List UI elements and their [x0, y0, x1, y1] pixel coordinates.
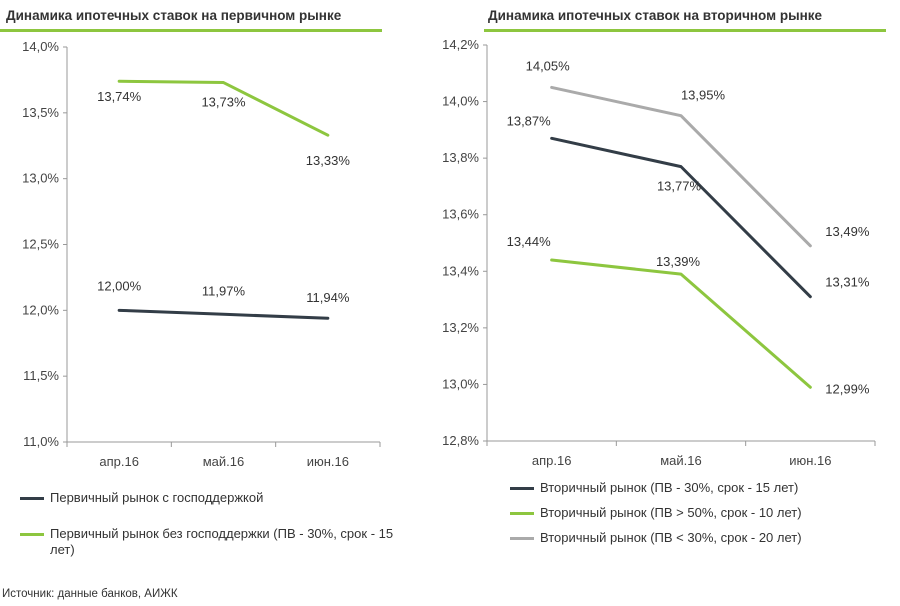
left-y-tick-label: 13,5% [22, 105, 59, 120]
right-y-tick-label: 14,2% [442, 37, 479, 52]
right-data-label: 14,05% [526, 58, 571, 73]
left-legend: Первичный рынок с господдержкой Первичный… [20, 490, 400, 578]
right-chart: 12,8% 13,0% 13,2% 13,4% 13,6% 13,8% 14,0% 14,2%… [442, 37, 876, 468]
left-legend-item: Первичный рынок с господдержкой [20, 490, 400, 506]
right-y-tick-label: 13,6% [442, 207, 479, 222]
right-chart-title: Динамика ипотечных ставок на вторичном р… [488, 8, 823, 23]
left-series-line-2 [117, 79, 330, 137]
left-data-label: 13,33% [306, 153, 351, 168]
right-data-label: 13,44% [507, 234, 552, 249]
right-legend-item: Вторичный рынок (ПВ < 30%, срок - 20 лет… [510, 530, 890, 546]
left-x-tick-label: апр.16 [99, 454, 139, 469]
source-note: Источник: данные банков, АИЖК [2, 588, 178, 600]
right-x-tick-label: май.16 [660, 453, 702, 468]
left-data-label: 11,94% [306, 290, 350, 305]
left-data-label: 13,74% [97, 89, 142, 104]
left-y-tick-label: 12,5% [22, 237, 59, 252]
right-legend-item: Вторичный рынок (ПВ - 30%, срок - 15 лет… [510, 480, 890, 496]
right-data-label: 13,39% [656, 254, 701, 269]
left-series-line-1 [117, 308, 330, 320]
right-series-line-2 [550, 258, 812, 389]
left-y-tick-label: 11,0% [23, 434, 59, 449]
right-y-tick-label: 13,2% [442, 320, 479, 335]
right-data-label: 13,49% [825, 224, 870, 239]
right-series-line-1 [550, 136, 812, 299]
legend-label: Первичный рынок с господдержкой [50, 490, 264, 505]
left-y-tick-label: 13,0% [22, 171, 59, 186]
left-data-label: 13,73% [201, 95, 246, 110]
legend-swatch [510, 512, 534, 515]
right-series-line-3 [550, 85, 812, 248]
left-x-tick-label: июн.16 [307, 454, 349, 469]
right-x-tick-label: июн.16 [789, 453, 831, 468]
legend-label: Первичный рынок без господдержки (ПВ - 3… [50, 526, 394, 557]
right-x-tick-label: апр.16 [532, 453, 572, 468]
left-y-tick-label: 11,5% [23, 368, 59, 383]
legend-swatch [20, 497, 44, 500]
right-y-tick-label: 13,0% [442, 376, 479, 391]
left-x-tick-label: май.16 [203, 454, 245, 469]
left-data-label: 12,00% [97, 278, 142, 293]
right-data-label: 13,95% [681, 88, 726, 103]
legend-label: Вторичный рынок (ПВ - 30%, срок - 15 лет… [540, 480, 799, 495]
right-data-label: 13,31% [825, 275, 870, 290]
right-legend: Вторичный рынок (ПВ - 30%, срок - 15 лет… [510, 480, 890, 555]
left-chart: 11,0% 11,5% 12,0% 12,5% 13,0% 13,5% 14,0% апр.1… [22, 39, 381, 469]
legend-label: Вторичный рынок (ПВ > 50%, срок - 10 лет… [540, 505, 802, 520]
right-y-tick-label: 12,8% [442, 433, 479, 448]
legend-swatch [510, 487, 534, 490]
right-title-rule [484, 29, 886, 32]
left-chart-title: Динамика ипотечных ставок на первичном р… [6, 8, 342, 23]
right-data-label: 13,87% [507, 113, 552, 128]
legend-swatch [510, 537, 534, 540]
right-legend-item: Вторичный рынок (ПВ > 50%, срок - 10 лет… [510, 505, 890, 521]
left-y-tick-label: 14,0% [22, 39, 59, 54]
right-y-tick-label: 13,4% [442, 263, 479, 278]
legend-swatch [20, 533, 44, 536]
right-y-tick-label: 13,8% [442, 150, 479, 165]
right-data-label: 12,99% [825, 381, 870, 396]
legend-label: Вторичный рынок (ПВ < 30%, срок - 20 лет… [540, 530, 802, 545]
left-legend-item: Первичный рынок без господдержки (ПВ - 3… [20, 526, 400, 558]
left-data-label: 11,97% [202, 283, 246, 298]
right-data-label: 13,77% [657, 179, 702, 194]
left-title-rule [0, 29, 382, 32]
left-y-tick-label: 12,0% [22, 302, 59, 317]
right-y-tick-label: 14,0% [442, 94, 479, 109]
